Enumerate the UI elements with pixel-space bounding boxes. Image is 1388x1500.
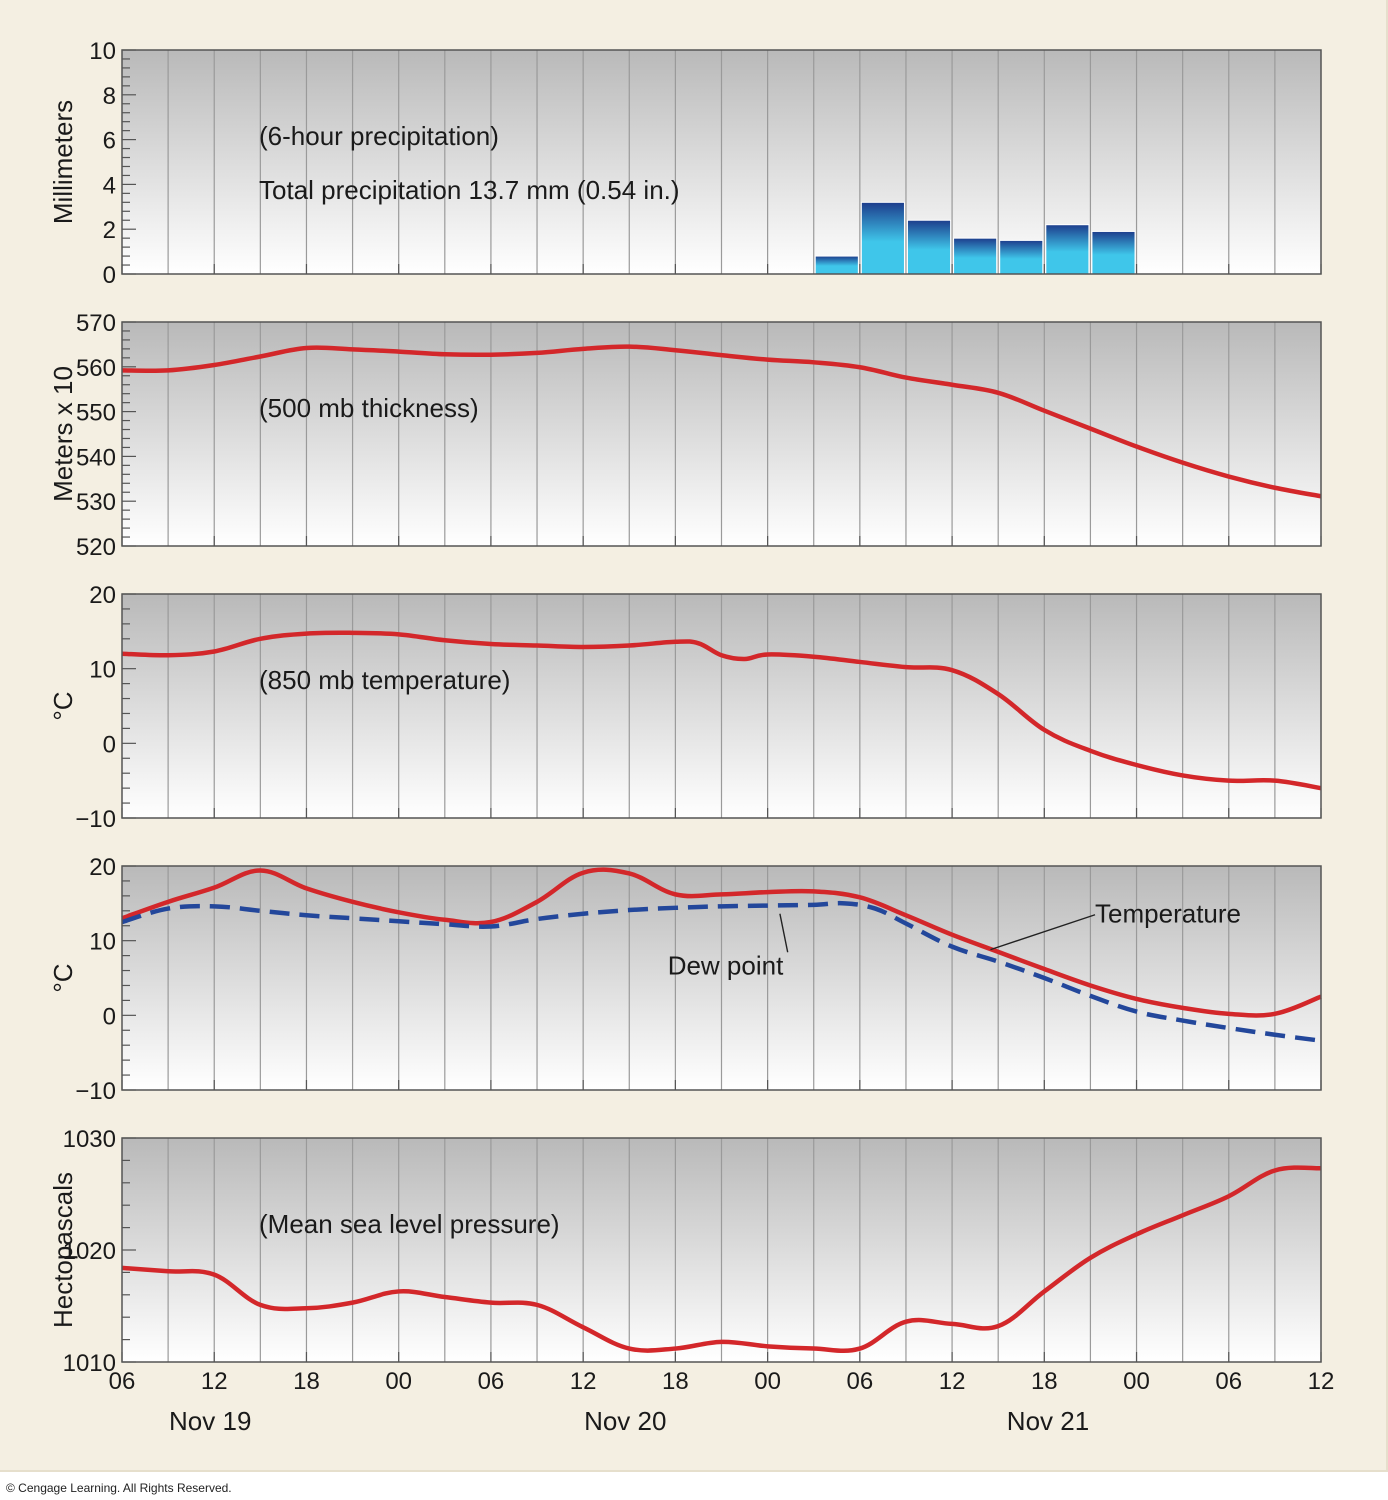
series-line (121, 630, 1322, 791)
y-tick-label: 8 (103, 83, 116, 110)
y-tick-label: 6 (103, 128, 116, 155)
y-tick-label: 560 (76, 355, 116, 382)
y-tick-label: 20 (89, 582, 116, 609)
y-tick-label: 520 (76, 534, 116, 561)
panel-thickness: 520 530 540 550 560 570 Meters x 10 (500 mb thi… (48, 310, 1322, 561)
precip-bar (814, 255, 859, 275)
panel-border (121, 865, 1322, 1091)
y-axis-title: Millimeters (48, 100, 78, 224)
series-line (121, 344, 1322, 499)
y-tick-label: 1030 (63, 1126, 116, 1153)
panel-t850: −10 0 10 20 °C (850 mb temperature) (48, 582, 1322, 833)
x-tick-label: 12 (1308, 1368, 1335, 1395)
series-label: Temperature (1095, 899, 1241, 929)
y-tick-label: 0 (103, 1003, 116, 1030)
series-label: Dew point (668, 950, 784, 980)
y-tick-label: 0 (103, 262, 116, 289)
series-label-pointer (990, 914, 1096, 951)
series-line (121, 1165, 1322, 1354)
y-tick-label: 530 (76, 489, 116, 516)
x-date-label: Nov 21 (1007, 1406, 1089, 1436)
y-tick-label: 4 (103, 172, 116, 199)
precip-bar (953, 237, 998, 275)
precip-bar (999, 239, 1044, 275)
x-tick-label: 00 (385, 1368, 412, 1395)
x-tick-label: 00 (1123, 1368, 1150, 1395)
x-tick-label: 06 (846, 1368, 873, 1395)
y-axis-title: Hectopascals (48, 1172, 78, 1328)
y-tick-label: 10 (89, 929, 116, 956)
panel-border (121, 1137, 1322, 1363)
x-date-label: Nov 20 (584, 1406, 666, 1436)
x-tick-label: 06 (109, 1368, 136, 1395)
y-tick-label: 540 (76, 444, 116, 471)
y-tick-label: 570 (76, 310, 116, 337)
temperature-line (121, 867, 1322, 1018)
panel-border (121, 49, 1322, 275)
precip-bar (906, 219, 952, 275)
panel-surface: −10 0 10 20 °C Temperature Dew point (48, 854, 1322, 1105)
x-tick-label: 00 (754, 1368, 781, 1395)
y-tick-label: 10 (89, 657, 116, 684)
precip-bar (1045, 224, 1090, 275)
panel-border (121, 321, 1322, 547)
copyright-notice: © Cengage Learning. All Rights Reserved. (6, 1481, 232, 1495)
precip-bar (1091, 230, 1136, 275)
x-tick-label: 12 (939, 1368, 966, 1395)
panel-border (121, 593, 1322, 819)
y-axis-title: Meters x 10 (48, 366, 78, 502)
y-axis-title: °C (48, 963, 78, 992)
panel-annotation: Total precipitation 13.7 mm (0.54 in.) (259, 175, 680, 205)
y-tick-label: 550 (76, 400, 116, 427)
y-tick-label: 1010 (63, 1350, 116, 1377)
panel-precip: 0 2 4 6 8 10 Millimeters (6-hour precipitation)… (48, 38, 1322, 289)
x-date-label: Nov 19 (169, 1406, 251, 1436)
y-tick-label: 1020 (63, 1238, 116, 1265)
y-tick-label: 0 (103, 731, 116, 758)
y-tick-label: −10 (75, 1078, 116, 1105)
series-label-pointer (779, 913, 789, 953)
precip-bar (860, 201, 905, 275)
x-tick-label: 18 (662, 1368, 689, 1395)
panel-mslp: 1010 1020 1030 Hectopascals (Mean sea level … (48, 1126, 1322, 1377)
x-tick-label: 18 (1031, 1368, 1058, 1395)
x-tick-label: 12 (570, 1368, 597, 1395)
y-tick-label: −10 (75, 806, 116, 833)
x-tick-label: 06 (478, 1368, 505, 1395)
dew-point-line (121, 900, 1322, 1043)
panel-annotation: (500 mb thickness) (259, 393, 479, 423)
y-tick-label: 2 (103, 217, 116, 244)
y-tick-label: 10 (89, 38, 116, 65)
panel-annotation: (Mean sea level pressure) (259, 1209, 560, 1239)
y-axis-title: °C (48, 691, 78, 720)
y-tick-label: 20 (89, 854, 116, 881)
x-tick-label: 12 (201, 1368, 228, 1395)
panel-annotation: (850 mb temperature) (259, 665, 510, 695)
x-tick-label: 18 (293, 1368, 320, 1395)
panel-annotation: (6-hour precipitation) (259, 121, 499, 151)
x-tick-label: 06 (1215, 1368, 1242, 1395)
